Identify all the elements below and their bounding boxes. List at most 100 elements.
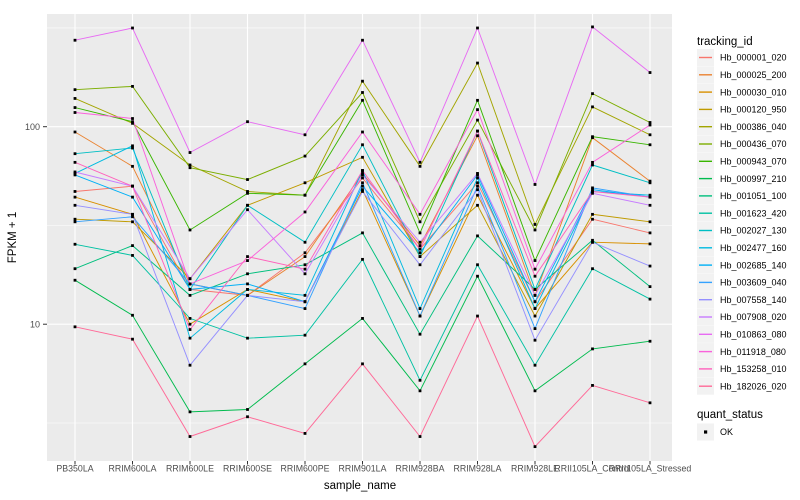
panel-background: [47, 14, 672, 461]
data-point: [361, 362, 364, 366]
legend-item-Hb_000386_040: Hb_000386_040: [697, 118, 787, 136]
data-point: [246, 208, 249, 212]
y-tick-label: 100: [25, 122, 40, 132]
data-point: [591, 105, 594, 109]
data-point: [303, 293, 307, 297]
data-point: [73, 203, 77, 207]
data-point: [418, 378, 422, 382]
data-point: [303, 133, 307, 137]
data-point: [533, 327, 537, 331]
data-point: [73, 242, 77, 246]
data-point: [303, 300, 307, 304]
data-point: [361, 130, 364, 134]
data-point: [188, 293, 192, 297]
data-point: [73, 278, 77, 282]
data-point: [418, 220, 422, 224]
legend-item-Hb_007908_020: Hb_007908_020: [697, 308, 787, 326]
x-tick-label: RRIM600LA: [109, 464, 157, 474]
data-point: [533, 267, 537, 271]
data-point: [361, 155, 364, 159]
data-point: [73, 190, 77, 193]
data-point: [418, 255, 422, 258]
data-point: [418, 251, 422, 255]
data-point: [418, 332, 422, 336]
data-point: [246, 259, 249, 262]
data-point: [533, 445, 537, 449]
x-tick-label: RRIM600SE: [223, 464, 272, 474]
data-point: [246, 336, 249, 340]
x-tick-label: RRIM928BA: [396, 464, 445, 474]
data-point: [361, 143, 364, 147]
data-point: [361, 173, 364, 177]
data-point: [73, 170, 77, 174]
data-point: [648, 339, 652, 343]
data-point: [533, 259, 537, 262]
data-point: [361, 169, 364, 172]
data-point: [188, 288, 192, 291]
axes: PB350LA RRIM600LA RRIM600LE RRIM600SE RRIM60…: [25, 122, 691, 474]
data-point: [246, 288, 249, 291]
data-point: [188, 282, 192, 286]
data-point: [131, 220, 134, 224]
legend-item-Hb_001051_100: Hb_001051_100: [697, 187, 787, 205]
data-point: [361, 181, 364, 185]
data-point: [73, 195, 77, 199]
legend-label: Hb_011918_080: [720, 347, 786, 357]
data-point: [246, 120, 249, 124]
data-point: [131, 117, 134, 120]
legend-label: Hb_002027_130: [720, 226, 787, 236]
data-point: [303, 240, 307, 244]
data-point: [188, 328, 192, 331]
data-point: [188, 317, 192, 320]
data-point: [476, 203, 479, 207]
legend-label: Hb_000997_210: [720, 174, 787, 184]
black-square-marker: [704, 430, 708, 434]
data-point: [476, 181, 479, 185]
data-point: [73, 325, 77, 329]
x-tick-label: RRIM928LE: [511, 464, 559, 474]
x-axis-title: sample_name: [324, 480, 396, 492]
data-point-markers: [73, 25, 652, 449]
legend-label: Hb_000001_020: [720, 53, 787, 63]
data-point: [246, 203, 249, 207]
data-point: [303, 251, 307, 255]
data-point: [303, 255, 307, 258]
data-point: [361, 91, 364, 94]
data-point: [476, 98, 479, 102]
data-point: [361, 79, 364, 83]
data-point: [73, 106, 77, 109]
data-point: [246, 282, 249, 286]
legend-label: Hb_002685_140: [720, 260, 787, 270]
data-point: [73, 173, 77, 177]
plot-panel: [47, 14, 672, 461]
x-tick-label: RRII105LA_Control: [554, 464, 630, 474]
data-point: [361, 257, 364, 261]
data-point: [648, 179, 652, 183]
legend-item-Hb_002477_160: Hb_002477_160: [697, 239, 787, 257]
data-point: [648, 181, 652, 185]
legend-label: Hb_153258_010: [720, 364, 787, 374]
data-point: [476, 184, 479, 188]
legend-title-tracking-id: tracking_id: [697, 36, 753, 48]
data-point: [476, 118, 479, 122]
data-point: [648, 242, 652, 246]
data-point: [533, 274, 537, 278]
data-point: [188, 322, 192, 326]
data-point: [418, 212, 422, 216]
data-point: [591, 186, 594, 190]
x-tick-label: RRIM901LA: [339, 464, 387, 474]
data-point: [418, 160, 422, 164]
data-point: [188, 363, 192, 367]
data-point: [131, 195, 134, 199]
x-tick-label: RRIM928LA: [454, 464, 502, 474]
data-point: [476, 129, 479, 133]
data-point: [533, 389, 537, 393]
data-point: [476, 193, 479, 197]
data-point: [648, 123, 652, 127]
data-point: [591, 25, 594, 29]
legend-item-Hb_000120_950: Hb_000120_950: [697, 100, 787, 118]
legend-item-Hb_000001_020: Hb_000001_020: [697, 49, 787, 66]
data-point: [533, 307, 537, 310]
data-point: [476, 234, 479, 238]
